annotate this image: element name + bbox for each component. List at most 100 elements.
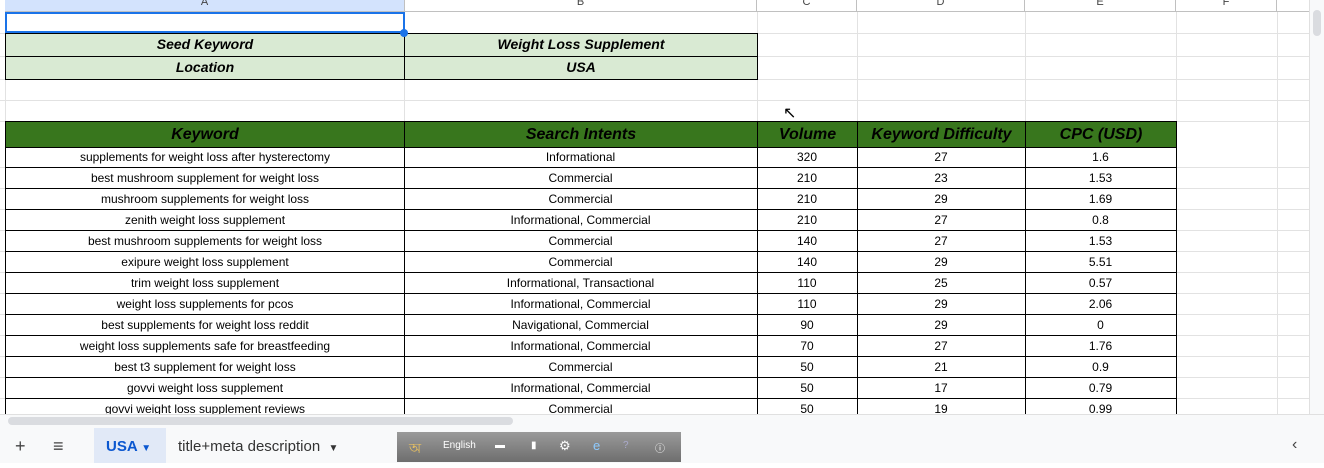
cell-difficulty[interactable]: 27 bbox=[857, 336, 1026, 357]
vertical-scrollbar[interactable] bbox=[1309, 0, 1324, 414]
collapse-icon[interactable]: ‹ bbox=[1292, 436, 1298, 453]
header-keyword-difficulty[interactable]: Keyword Difficulty bbox=[857, 121, 1026, 148]
cell-keyword[interactable]: trim weight loss supplement bbox=[5, 273, 405, 294]
cell-difficulty[interactable]: 27 bbox=[857, 231, 1026, 252]
cell-volume[interactable]: 90 bbox=[757, 315, 858, 336]
cell-volume[interactable]: 210 bbox=[757, 189, 858, 210]
cell-cpc[interactable]: 1.53 bbox=[1025, 168, 1177, 189]
language-selector[interactable]: English bbox=[443, 440, 476, 451]
cell-search-intent[interactable]: Commercial bbox=[404, 231, 758, 252]
column-header-g[interactable] bbox=[1277, 0, 1310, 12]
cell-keyword[interactable]: weight loss supplements for pcos bbox=[5, 294, 405, 315]
keyboard-icon[interactable]: ▬ bbox=[495, 440, 505, 451]
cell-search-intent[interactable]: Informational, Commercial bbox=[404, 378, 758, 399]
location-value[interactable]: USA bbox=[404, 56, 758, 80]
cell-search-intent[interactable]: Commercial bbox=[404, 189, 758, 210]
cell-cpc[interactable]: 0.99 bbox=[1025, 399, 1177, 414]
cell-keyword[interactable]: best supplements for weight loss reddit bbox=[5, 315, 405, 336]
all-sheets-button[interactable]: ≡ bbox=[53, 436, 64, 456]
cell-cpc[interactable]: 0.57 bbox=[1025, 273, 1177, 294]
selected-cell-a1[interactable] bbox=[5, 12, 405, 33]
cell-volume[interactable]: 210 bbox=[757, 210, 858, 231]
column-header-b[interactable]: B bbox=[405, 0, 757, 12]
cell-cpc[interactable]: 0 bbox=[1025, 315, 1177, 336]
cell-volume[interactable]: 210 bbox=[757, 168, 858, 189]
cell-difficulty[interactable]: 21 bbox=[857, 357, 1026, 378]
tool-icon[interactable]: ▮ bbox=[531, 440, 537, 451]
sheet-tab-usa[interactable]: USA ▼ bbox=[94, 428, 166, 463]
cell-difficulty[interactable]: 29 bbox=[857, 189, 1026, 210]
cell-keyword[interactable]: best t3 supplement for weight loss bbox=[5, 357, 405, 378]
cell-keyword[interactable]: supplements for weight loss after hyster… bbox=[5, 147, 405, 168]
cell-keyword[interactable]: best mushroom supplements for weight los… bbox=[5, 231, 405, 252]
cell-volume[interactable]: 50 bbox=[757, 399, 858, 414]
browser-icon[interactable]: e bbox=[593, 438, 601, 453]
cell-volume[interactable]: 320 bbox=[757, 147, 858, 168]
column-header-c[interactable]: C bbox=[757, 0, 857, 12]
cell-search-intent[interactable]: Informational, Transactional bbox=[404, 273, 758, 294]
header-cpc[interactable]: CPC (USD) bbox=[1025, 121, 1177, 148]
cell-search-intent[interactable]: Commercial bbox=[404, 252, 758, 273]
cell-difficulty[interactable]: 17 bbox=[857, 378, 1026, 399]
column-header-e[interactable]: E bbox=[1025, 0, 1176, 12]
cell-difficulty[interactable]: 25 bbox=[857, 273, 1026, 294]
cell-difficulty[interactable]: 27 bbox=[857, 210, 1026, 231]
location-label[interactable]: Location bbox=[5, 56, 405, 80]
cell-search-intent[interactable]: Navigational, Commercial bbox=[404, 315, 758, 336]
cell-difficulty[interactable]: 29 bbox=[857, 252, 1026, 273]
cell-search-intent[interactable]: Informational bbox=[404, 147, 758, 168]
cell-search-intent[interactable]: Commercial bbox=[404, 399, 758, 414]
spreadsheet-grid[interactable]: A B C D E F Seed Keyword Weight Loss Sup… bbox=[0, 0, 1310, 414]
fill-handle[interactable] bbox=[400, 29, 408, 37]
ime-logo-icon[interactable]: অ bbox=[409, 440, 422, 456]
help-icon[interactable]: ? bbox=[623, 440, 629, 451]
column-header-f[interactable]: F bbox=[1176, 0, 1277, 12]
header-keyword[interactable]: Keyword bbox=[5, 121, 405, 148]
cell-difficulty[interactable]: 23 bbox=[857, 168, 1026, 189]
horizontal-scroll-thumb[interactable] bbox=[8, 417, 513, 425]
cell-volume[interactable]: 140 bbox=[757, 231, 858, 252]
horizontal-scrollbar[interactable] bbox=[0, 414, 1324, 428]
column-header-a[interactable]: A bbox=[5, 0, 405, 12]
header-volume[interactable]: Volume bbox=[757, 121, 858, 148]
cell-search-intent[interactable]: Commercial bbox=[404, 357, 758, 378]
cell-cpc[interactable]: 1.69 bbox=[1025, 189, 1177, 210]
cell-search-intent[interactable]: Commercial bbox=[404, 168, 758, 189]
seed-keyword-value[interactable]: Weight Loss Supplement bbox=[404, 33, 758, 57]
cell-search-intent[interactable]: Informational, Commercial bbox=[404, 294, 758, 315]
cell-cpc[interactable]: 0.79 bbox=[1025, 378, 1177, 399]
gear-icon[interactable]: ⚙ bbox=[559, 438, 571, 453]
cell-cpc[interactable]: 2.06 bbox=[1025, 294, 1177, 315]
seed-keyword-label[interactable]: Seed Keyword bbox=[5, 33, 405, 57]
cell-difficulty[interactable]: 29 bbox=[857, 315, 1026, 336]
cell-keyword[interactable]: mushroom supplements for weight loss bbox=[5, 189, 405, 210]
cell-volume[interactable]: 70 bbox=[757, 336, 858, 357]
cell-keyword[interactable]: govvi weight loss supplement bbox=[5, 378, 405, 399]
cell-volume[interactable]: 110 bbox=[757, 273, 858, 294]
cell-keyword[interactable]: best mushroom supplement for weight loss bbox=[5, 168, 405, 189]
cell-difficulty[interactable]: 29 bbox=[857, 294, 1026, 315]
sheet-tab-title-meta[interactable]: title+meta description ▼ bbox=[166, 428, 350, 463]
add-sheet-button[interactable]: + bbox=[15, 436, 26, 456]
cell-keyword[interactable]: govvi weight loss supplement reviews bbox=[5, 399, 405, 414]
cell-search-intent[interactable]: Informational, Commercial bbox=[404, 210, 758, 231]
cell-keyword[interactable]: zenith weight loss supplement bbox=[5, 210, 405, 231]
cell-cpc[interactable]: 0.9 bbox=[1025, 357, 1177, 378]
info-icon[interactable]: ⓘ bbox=[655, 444, 665, 455]
cell-difficulty[interactable]: 19 bbox=[857, 399, 1026, 414]
cell-search-intent[interactable]: Informational, Commercial bbox=[404, 336, 758, 357]
cell-keyword[interactable]: weight loss supplements safe for breastf… bbox=[5, 336, 405, 357]
cell-volume[interactable]: 140 bbox=[757, 252, 858, 273]
cell-cpc[interactable]: 1.6 bbox=[1025, 147, 1177, 168]
cell-keyword[interactable]: exipure weight loss supplement bbox=[5, 252, 405, 273]
cell-cpc[interactable]: 1.76 bbox=[1025, 336, 1177, 357]
column-header-d[interactable]: D bbox=[857, 0, 1025, 12]
cell-difficulty[interactable]: 27 bbox=[857, 147, 1026, 168]
cell-cpc[interactable]: 1.53 bbox=[1025, 231, 1177, 252]
header-search-intents[interactable]: Search Intents bbox=[404, 121, 758, 148]
vertical-scroll-thumb[interactable] bbox=[1313, 10, 1321, 36]
cell-volume[interactable]: 50 bbox=[757, 357, 858, 378]
cell-volume[interactable]: 110 bbox=[757, 294, 858, 315]
cell-cpc[interactable]: 5.51 bbox=[1025, 252, 1177, 273]
cell-cpc[interactable]: 0.8 bbox=[1025, 210, 1177, 231]
